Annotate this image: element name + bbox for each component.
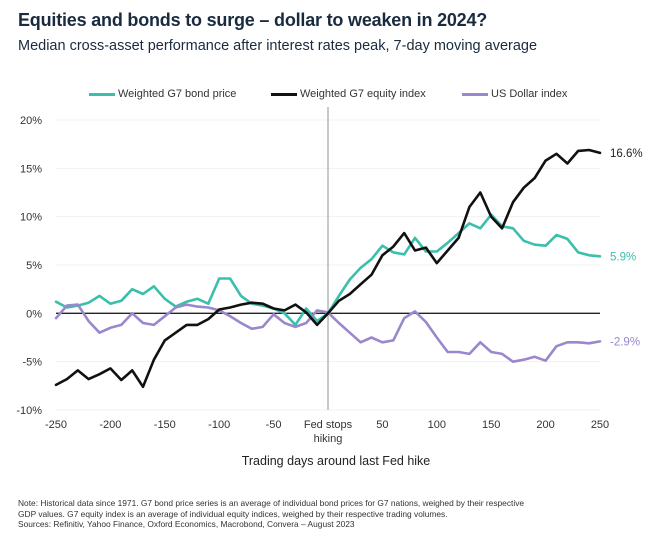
legend-swatch-bond [89, 92, 115, 96]
legend-item-equity: Weighted G7 equity index [271, 88, 426, 100]
legend-label-equity: Weighted G7 equity index [300, 88, 426, 100]
legend-item-usd: US Dollar index [462, 88, 567, 100]
x-tick-label: -100 [208, 419, 230, 431]
x-tick-label: -50 [266, 419, 282, 431]
x-tick-label: 50 [376, 419, 388, 431]
y-tick-label: 10% [20, 212, 42, 224]
end-label: 5.9% [610, 251, 636, 263]
x-tick-label: -250 [45, 419, 67, 431]
x-tick-label: 250 [591, 419, 609, 431]
end-label: 16.6% [610, 148, 643, 160]
footnote-line-3: Sources: Refinitiv, Yahoo Finance, Oxfor… [18, 519, 355, 529]
legend-swatch-usd [462, 92, 488, 96]
x-axis-ticks: -250 -200 -150 -100 -50 Fed stops hiking 50 100 1… [45, 419, 609, 445]
legend-item-bond: Weighted G7 bond price [89, 88, 236, 100]
footnote: Note: Historical data since 1971. G7 bon… [18, 498, 658, 530]
footnote-line-1: Note: Historical data since 1971. G7 bon… [18, 498, 525, 508]
x-tick-label: 100 [428, 419, 446, 431]
x-tick-label-line2: hiking [314, 433, 343, 445]
y-tick-label: -10% [16, 405, 42, 417]
x-tick-label: -150 [154, 419, 176, 431]
y-tick-label: 0% [26, 308, 42, 320]
x-tick-label: 150 [482, 419, 500, 431]
y-tick-label: 5% [26, 260, 42, 272]
chart-subtitle: Median cross-asset performance after int… [18, 38, 538, 54]
x-tick-label: Fed stops [304, 419, 353, 431]
y-tick-label: -5% [22, 357, 42, 369]
footnote-line-2: GDP values. G7 equity index is an averag… [18, 508, 448, 519]
series-line-weighted-g7-equity-index [54, 148, 602, 389]
end-label: -2.9% [610, 336, 640, 348]
legend-label-usd: US Dollar index [491, 88, 568, 100]
end-labels: 5.9% 16.6% -2.9% [610, 148, 643, 349]
legend-swatch-equity [271, 92, 297, 96]
series-lines [54, 148, 602, 389]
x-tick-label: 200 [536, 419, 554, 431]
x-axis-label: Trading days around last Fed hike [242, 454, 431, 468]
y-axis-ticks: 20% 15% 10% 5% 0% -5% -10% [16, 115, 42, 417]
y-tick-label: 15% [20, 163, 42, 175]
y-tick-label: 20% [20, 115, 42, 127]
x-tick-label: -200 [99, 419, 121, 431]
legend-label-bond: Weighted G7 bond price [118, 88, 237, 100]
chart-title: Equities and bonds to surge – dollar to … [18, 10, 488, 30]
